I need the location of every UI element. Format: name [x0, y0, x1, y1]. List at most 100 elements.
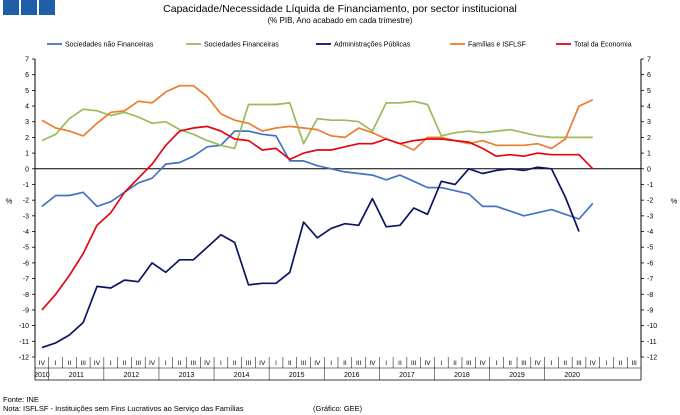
y-tick-label-right: -12 — [647, 355, 657, 362]
y-tick-label-left: 2 — [25, 135, 29, 142]
y-tick-label-left: -4 — [23, 229, 29, 236]
quarter-label: II — [398, 360, 402, 367]
y-tick-label-right: -5 — [647, 245, 653, 252]
year-label: 2018 — [454, 372, 470, 379]
y-tick-label-right: -7 — [647, 276, 653, 283]
y-tick-label-right: 7 — [647, 57, 651, 64]
y-tick-label-right: 3 — [647, 119, 651, 126]
quarter-label: II — [68, 360, 72, 367]
quarter-label: III — [80, 360, 86, 367]
quarter-label: I — [440, 360, 442, 367]
series-line-4 — [41, 84, 594, 151]
legend-label-5: Total da Economia — [574, 42, 632, 49]
y-tick-label-right: -4 — [647, 229, 653, 236]
quarter-label: II — [343, 360, 347, 367]
quarter-label: IV — [424, 360, 431, 367]
year-label: 2011 — [69, 372, 84, 379]
legend-label-2: Sociedades Financeiras — [204, 42, 279, 49]
y-tick-label-right: -3 — [647, 213, 653, 220]
y-tick-label-left: 5 — [25, 88, 29, 95]
series-line-3 — [41, 166, 580, 349]
y-tick-label-left: -1 — [23, 182, 29, 189]
year-label: 2019 — [509, 372, 525, 379]
quarter-label: IV — [259, 360, 266, 367]
y-tick-label-left: -12 — [19, 355, 29, 362]
year-label: 2012 — [124, 372, 140, 379]
quarter-label: III — [631, 360, 637, 367]
year-label: 2010 — [34, 372, 50, 379]
quarter-label: IV — [480, 360, 487, 367]
y-tick-label-left: -5 — [23, 245, 29, 252]
quarter-label: II — [233, 360, 237, 367]
quarter-label: III — [191, 360, 197, 367]
y-axis-label-left: % — [6, 196, 13, 205]
y-tick-label-right: 2 — [647, 135, 651, 142]
quarter-label: I — [220, 360, 222, 367]
quarter-label: I — [385, 360, 387, 367]
quarter-label: II — [288, 360, 292, 367]
quarter-label: III — [576, 360, 582, 367]
y-tick-label-right: -8 — [647, 292, 653, 299]
year-label: 2020 — [564, 372, 580, 379]
brand-block-2 — [21, 0, 37, 15]
y-tick-label-right: -6 — [647, 260, 653, 267]
series-line-2 — [41, 100, 593, 150]
quarter-label: IV — [590, 360, 597, 367]
quarter-label: I — [551, 360, 553, 367]
y-tick-label-right: 6 — [647, 72, 651, 79]
quarter-label: III — [356, 360, 362, 367]
quarter-label: III — [301, 360, 307, 367]
quarter-label: IV — [39, 360, 46, 367]
y-tick-label-right: 4 — [647, 104, 651, 111]
quarter-label: IV — [314, 360, 321, 367]
quarter-label: IV — [535, 360, 542, 367]
year-label: 2016 — [344, 372, 360, 379]
series-line-1 — [41, 130, 594, 220]
chart-credit: (Gráfico: GEE) — [313, 404, 363, 413]
y-tick-label-left: -3 — [23, 213, 29, 220]
quarter-label: II — [619, 360, 623, 367]
y-tick-label-left: -2 — [23, 198, 29, 205]
quarter-label: IV — [94, 360, 101, 367]
year-label: 2017 — [399, 372, 415, 379]
y-tick-label-right: -9 — [647, 307, 653, 314]
y-tick-label-left: 3 — [25, 119, 29, 126]
quarter-label: I — [606, 360, 608, 367]
quarter-label: IV — [149, 360, 156, 367]
quarter-label: III — [411, 360, 417, 367]
y-tick-label-right: 5 — [647, 88, 651, 95]
source-note: Fonte: INE — [3, 395, 39, 404]
y-axis-label-right: % — [671, 196, 678, 205]
quarter-label: IV — [204, 360, 211, 367]
y-tick-label-left: -10 — [19, 323, 29, 330]
y-tick-label-left: -8 — [23, 292, 29, 299]
quarter-label: II — [453, 360, 457, 367]
quarter-label: IV — [369, 360, 376, 367]
y-tick-label-left: 0 — [25, 166, 29, 173]
chart-subtitle: (% PIB, Ano acabado em cada trimestre) — [267, 16, 413, 25]
chart-title: Capacidade/Necessidade Líquida de Financ… — [163, 3, 517, 15]
y-tick-label-left: 6 — [25, 72, 29, 79]
quarter-label: II — [123, 360, 127, 367]
y-tick-label-left: 7 — [25, 57, 29, 64]
quarter-label: I — [110, 360, 112, 367]
brand-block-1 — [3, 0, 19, 15]
y-tick-label-left: -7 — [23, 276, 29, 283]
quarter-label: I — [495, 360, 497, 367]
y-tick-label-left: -11 — [19, 339, 29, 346]
y-tick-label-left: -6 — [23, 260, 29, 267]
y-tick-label-right: -2 — [647, 198, 653, 205]
y-tick-label-left: 4 — [25, 104, 29, 111]
y-tick-label-right: -1 — [647, 182, 653, 189]
y-tick-label-right: 1 — [647, 151, 651, 158]
year-label: 2014 — [234, 372, 250, 379]
y-tick-label-left: -9 — [23, 307, 29, 314]
quarter-label: I — [165, 360, 167, 367]
quarter-label: I — [55, 360, 57, 367]
quarter-label: III — [466, 360, 472, 367]
quarter-label: I — [330, 360, 332, 367]
quarter-label: III — [521, 360, 527, 367]
year-label: 2013 — [179, 372, 195, 379]
quarter-label: II — [178, 360, 182, 367]
